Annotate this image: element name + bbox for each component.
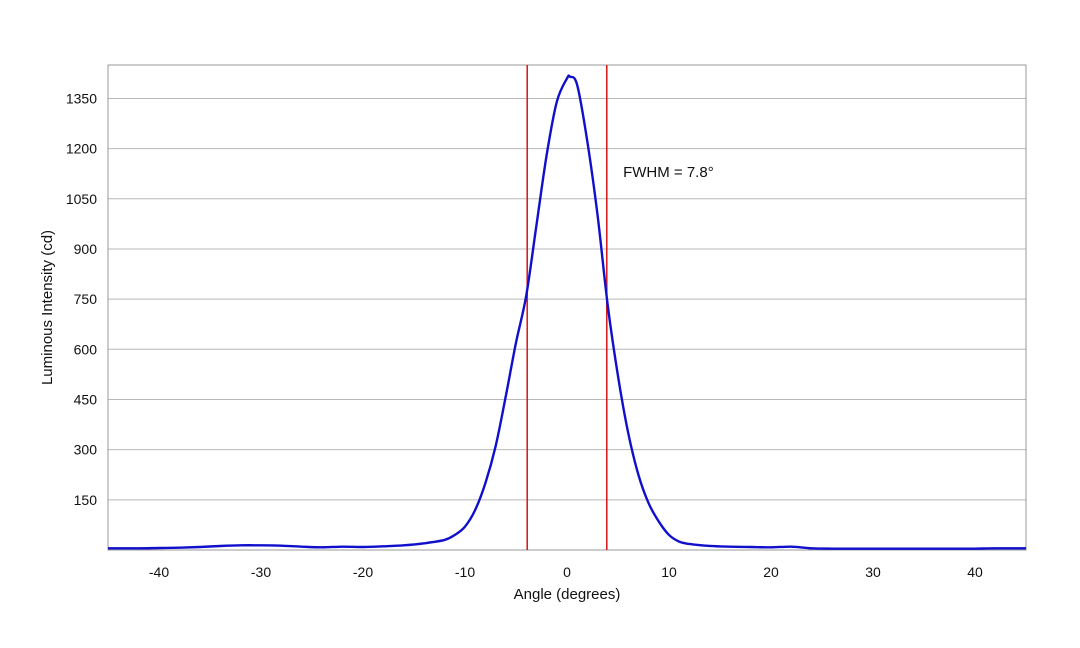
x-tick-labels: -40 -30 -20 -10 0 10 20 30 40 xyxy=(149,564,983,580)
x-tick-label: -20 xyxy=(353,564,373,580)
fwhm-lines xyxy=(526,65,608,550)
y-tick-label: 1200 xyxy=(66,141,97,157)
x-tick-label: 20 xyxy=(763,564,779,580)
y-tick-label: 450 xyxy=(74,391,98,407)
y-tick-label: 150 xyxy=(74,492,98,508)
series-layer xyxy=(107,74,1027,550)
fwhm-annotation: FWHM = 7.8° xyxy=(623,164,714,181)
x-tick-label: -30 xyxy=(251,564,271,580)
gridlines xyxy=(108,97,1026,501)
x-tick-label: 40 xyxy=(967,564,983,580)
x-tick-label: 0 xyxy=(563,564,571,580)
x-tick-label: -10 xyxy=(455,564,475,580)
y-axis-title: Luminous Intensity (cd) xyxy=(39,230,56,385)
y-tick-label: 750 xyxy=(74,291,98,307)
y-tick-labels: 150 300 450 600 750 900 1050 1200 1350 xyxy=(66,90,97,507)
y-tick-label: 900 xyxy=(74,241,98,257)
x-tick-label: -40 xyxy=(149,564,169,580)
x-tick-label: 10 xyxy=(661,564,677,580)
plot-frame xyxy=(107,64,1027,551)
intensity-curve xyxy=(107,74,1027,550)
x-axis-title: Angle (degrees) xyxy=(514,586,621,603)
y-tick-label: 300 xyxy=(74,442,98,458)
y-tick-label: 600 xyxy=(74,341,98,357)
x-tick-label: 30 xyxy=(865,564,881,580)
y-tick-label: 1050 xyxy=(66,191,97,207)
y-tick-label: 1350 xyxy=(66,90,97,106)
